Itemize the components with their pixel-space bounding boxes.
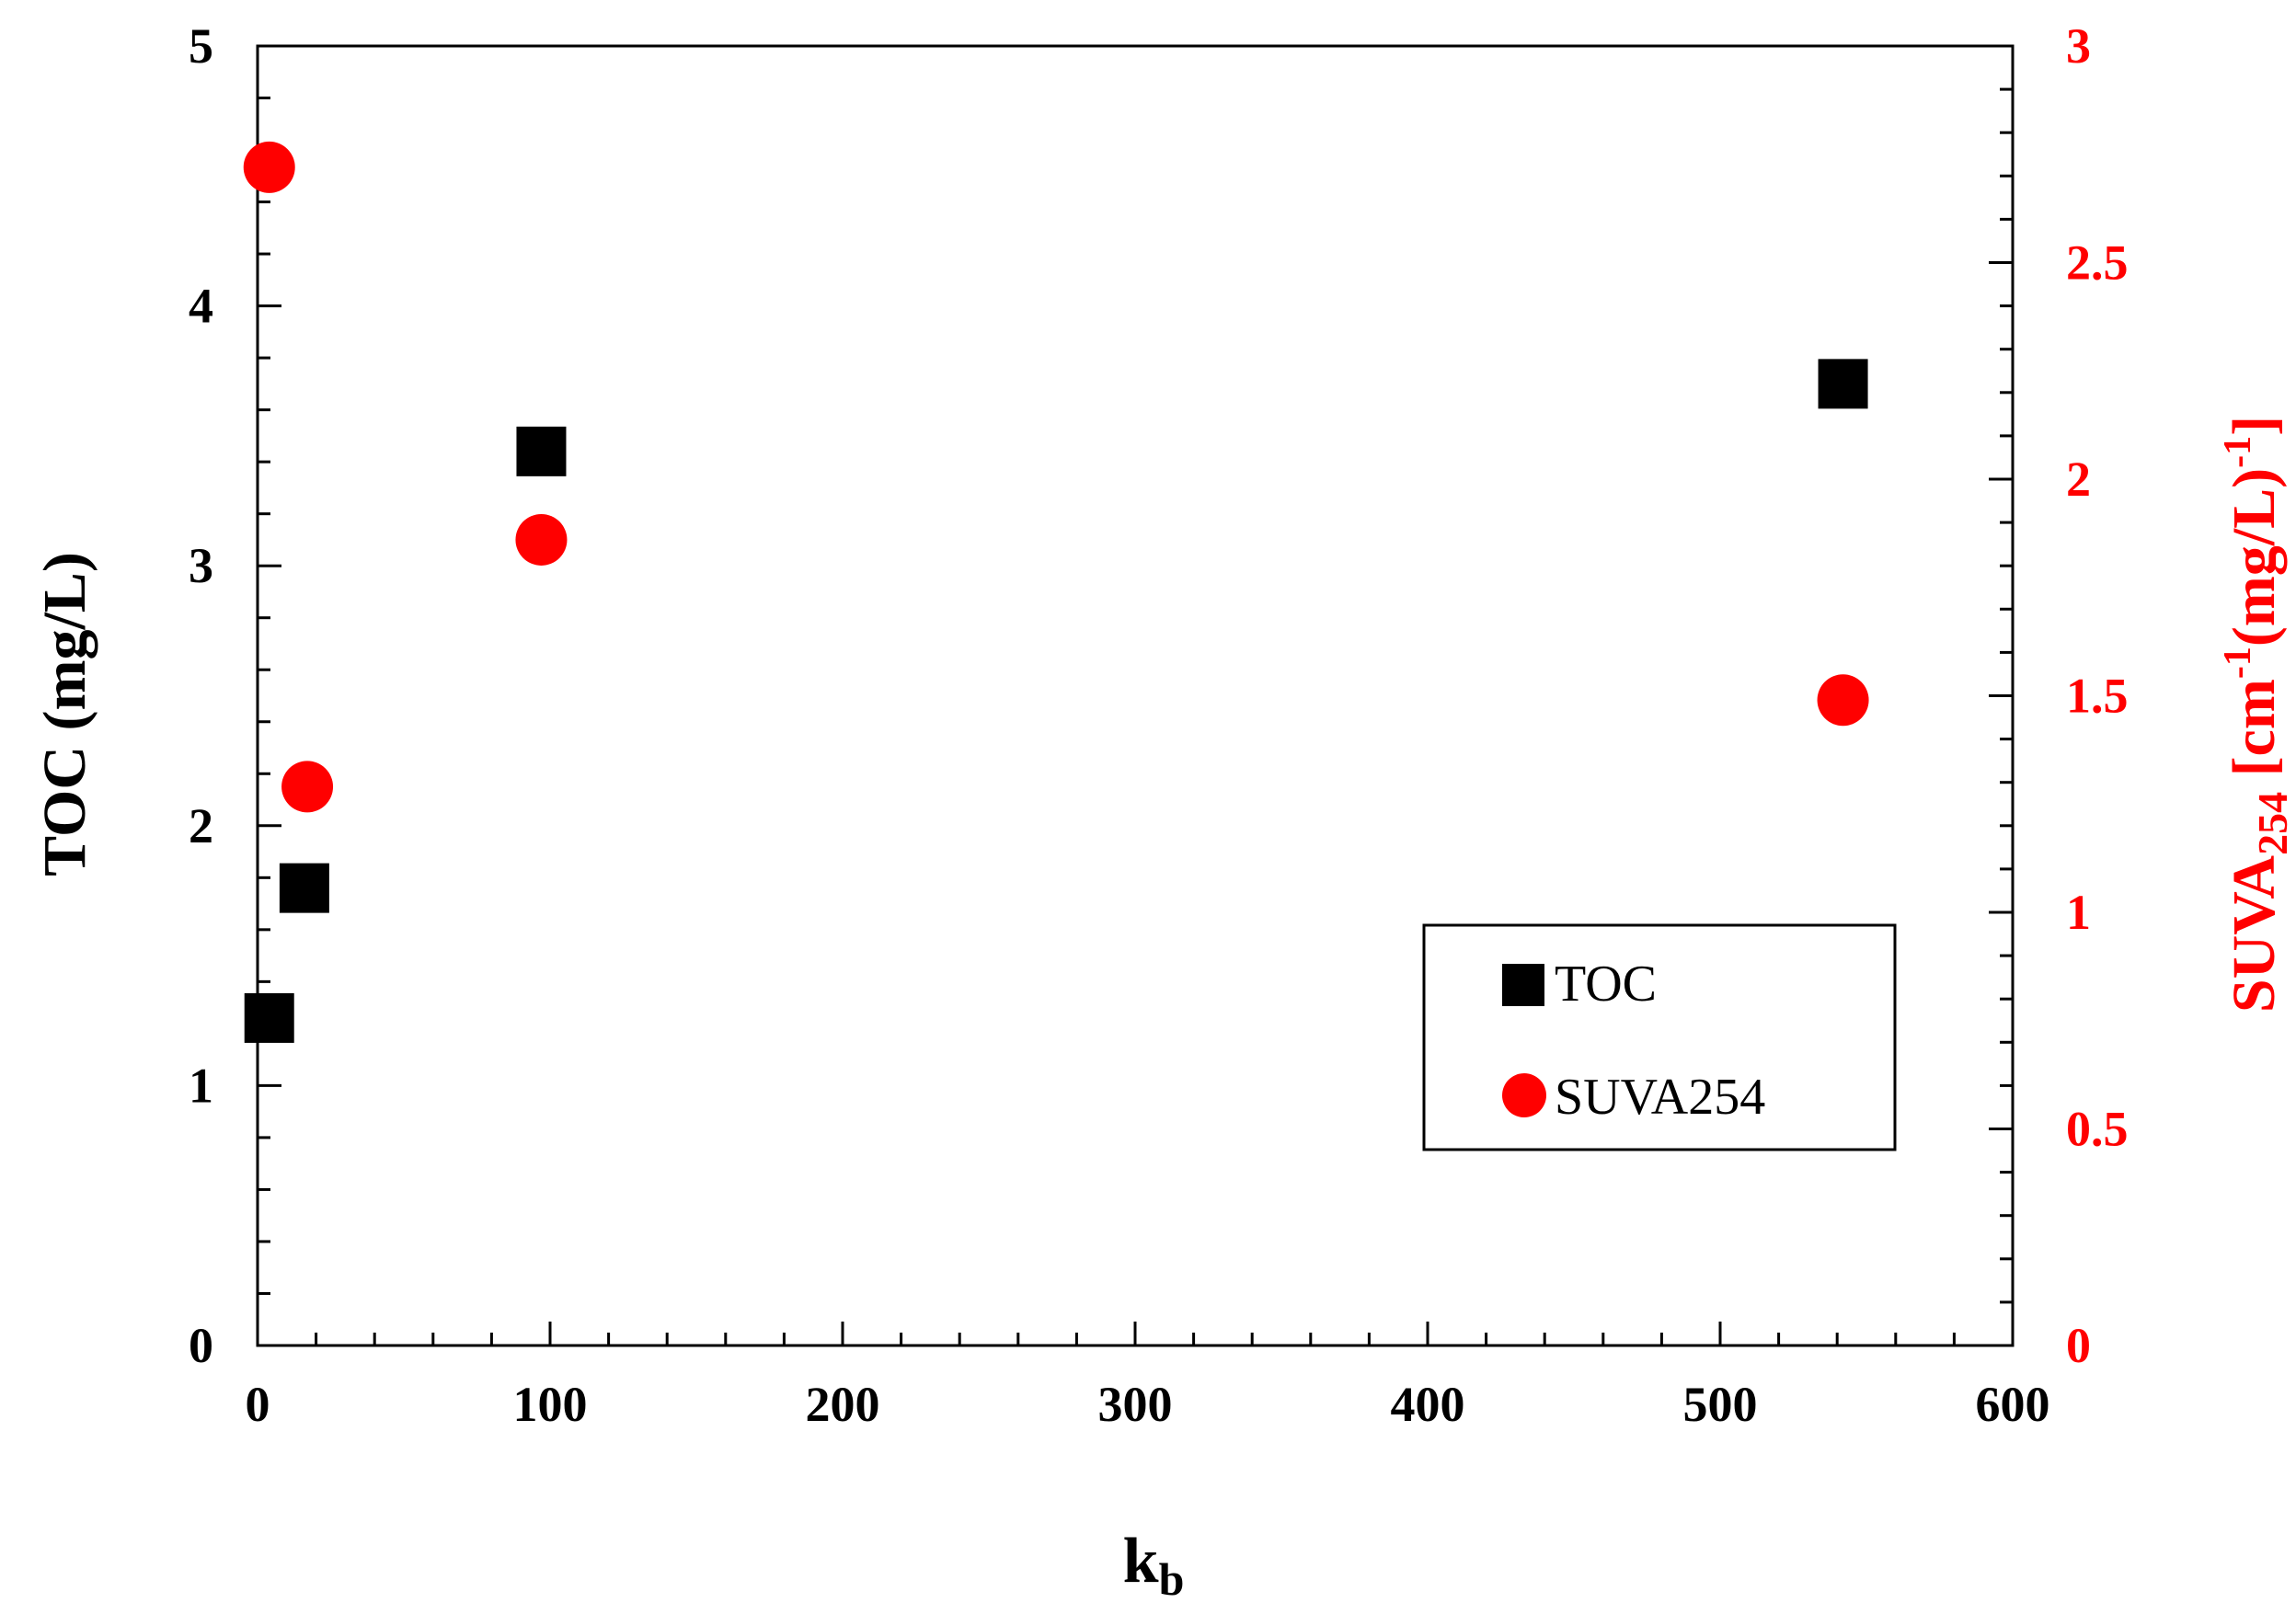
- x-tick-label: 500: [1683, 1377, 1758, 1432]
- x-tick-label: 200: [806, 1377, 880, 1432]
- x-tick-label: 300: [1098, 1377, 1173, 1432]
- x-tick-label: 100: [513, 1377, 588, 1432]
- y-right-tick-label: 1.5: [2066, 669, 2129, 724]
- suva254-point: [281, 761, 334, 813]
- toc-point: [1818, 359, 1868, 409]
- toc-point: [279, 863, 329, 913]
- y-right-axis-title: SUVA254 [cm-1(mg/L)-1]: [2217, 416, 2296, 1013]
- legend-toc-label: TOC: [1555, 956, 1657, 1013]
- legend-toc-marker: [1502, 964, 1544, 1006]
- y-right-tick-label: 0.5: [2066, 1102, 2129, 1157]
- x-tick-label: 600: [1976, 1377, 2050, 1432]
- y-left-tick-label: 4: [189, 279, 213, 334]
- toc-point: [244, 992, 294, 1043]
- y-right-tick-label: 2.5: [2066, 235, 2129, 291]
- y-right-tick-label: 3: [2066, 18, 2091, 74]
- legend-box: [1422, 923, 1897, 1151]
- y-right-tick-label: 0: [2066, 1318, 2091, 1373]
- y-right-tick-label: 1: [2066, 885, 2091, 940]
- x-tick-label: 400: [1391, 1377, 1465, 1432]
- legend-suva254-marker: [1502, 1073, 1546, 1117]
- y-left-tick-label: 1: [189, 1058, 213, 1113]
- y-left-tick-label: 5: [189, 18, 213, 74]
- y-right-tick-label: 2: [2066, 452, 2091, 507]
- y-left-tick-label: 0: [189, 1318, 213, 1373]
- y-left-tick-label: 2: [189, 798, 213, 853]
- suva254-point: [515, 513, 568, 566]
- suva254-point: [243, 141, 295, 193]
- toc-point: [516, 426, 567, 476]
- legend-suva254-label: SUVA254: [1555, 1069, 1765, 1126]
- y-left-axis-title: TOC (mg/L): [31, 552, 98, 876]
- x-tick-label: 0: [246, 1377, 270, 1432]
- suva254-point: [1817, 674, 1869, 727]
- y-left-tick-label: 3: [189, 538, 213, 593]
- x-axis-title: kb: [1123, 1526, 1185, 1603]
